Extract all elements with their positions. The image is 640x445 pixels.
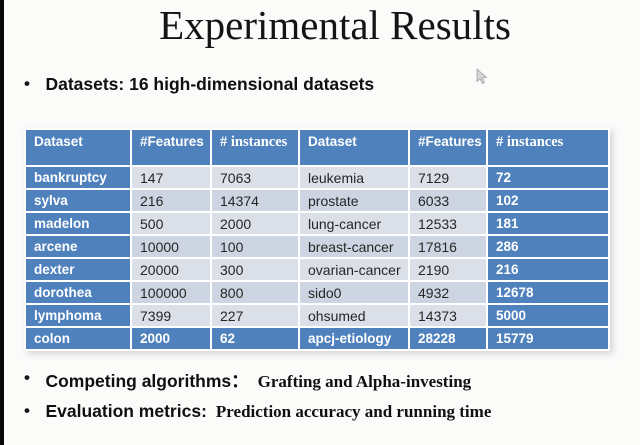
value-cell: 6033 — [410, 190, 486, 211]
bullet-evaluation-value: Prediction accuracy and running time — [215, 402, 492, 421]
value-cell: 500 — [132, 213, 210, 234]
value-cell: 17816 — [410, 236, 486, 257]
value-cell: 300 — [212, 259, 298, 280]
value-cell: 100 — [212, 236, 298, 257]
dataset-name-cell: apcj-etiology — [300, 328, 408, 349]
table-row: arcene 10000 100 breast-cancer 17816 286 — [26, 236, 608, 257]
dataset-name-cell: dorothea — [26, 282, 130, 303]
bullet-competing-value: Grafting and Alpha-investing — [257, 372, 472, 391]
dataset-name-cell: lung-cancer — [300, 213, 408, 234]
value-cell: 20000 — [132, 259, 210, 280]
value-cell: 15779 — [488, 328, 608, 349]
value-cell: 10000 — [132, 236, 210, 257]
table-header-row: Dataset #Features # instances Dataset #F… — [26, 130, 608, 165]
bullet-evaluation: Evaluation metrics: Prediction accuracy a… — [24, 401, 491, 422]
dataset-name-cell: dexter — [26, 259, 130, 280]
table-row: sylva 216 14374 prostate 6033 102 — [26, 190, 608, 211]
dataset-name-cell: lymphoma — [26, 305, 130, 326]
value-cell: 14374 — [212, 190, 298, 211]
value-cell: 7129 — [410, 167, 486, 188]
value-cell: 2000 — [132, 328, 210, 349]
value-cell: 12678 — [488, 282, 608, 303]
table-row: madelon 500 2000 lung-cancer 12533 181 — [26, 213, 608, 234]
value-cell: 800 — [212, 282, 298, 303]
value-cell: 2190 — [410, 259, 486, 280]
value-cell: 14373 — [410, 305, 486, 326]
value-cell: 72 — [488, 167, 608, 188]
bullet-datasets-label: Datasets: 16 high-dimensional datasets — [45, 74, 375, 94]
col-header-dataset-left: Dataset — [26, 130, 130, 165]
dataset-name-cell: prostate — [300, 190, 408, 211]
table-row: dorothea 100000 800 sido0 4932 12678 — [26, 282, 608, 303]
dataset-name-cell: madelon — [26, 213, 130, 234]
dataset-name-cell: sido0 — [300, 282, 408, 303]
dataset-name-cell: arcene — [26, 236, 130, 257]
table-row: lymphoma 7399 227 ohsumed 14373 5000 — [26, 305, 608, 326]
bullet-competing-label: Competing algorithms： — [45, 371, 249, 391]
value-cell: 5000 — [488, 305, 608, 326]
value-cell: 147 — [132, 167, 210, 188]
value-cell: 28228 — [410, 328, 486, 349]
col-header-instances-right: # instances — [488, 130, 608, 165]
bullet-evaluation-label: Evaluation metrics: — [45, 401, 207, 421]
dataset-name-cell: colon — [26, 328, 130, 349]
table-row: bankruptcy 147 7063 leukemia 7129 72 — [26, 167, 608, 188]
dataset-name-cell: ovarian-cancer — [300, 259, 408, 280]
value-cell: 2000 — [212, 213, 298, 234]
value-cell: 12533 — [410, 213, 486, 234]
page-title: Experimental Results — [159, 2, 511, 48]
dataset-name-cell: sylva — [26, 190, 130, 211]
value-cell: 100000 — [132, 282, 210, 303]
col-header-features-right: #Features — [410, 130, 486, 165]
datasets-table: Dataset #Features # instances Dataset #F… — [24, 128, 610, 351]
value-cell: 227 — [212, 305, 298, 326]
bullet-competing: Competing algorithms： Grafting and Alpha-… — [24, 368, 471, 393]
dataset-name-cell: breast-cancer — [300, 236, 408, 257]
table-row: colon 2000 62 apcj-etiology 28228 15779 — [26, 328, 608, 349]
value-cell: 62 — [212, 328, 298, 349]
dataset-name-cell: ohsumed — [300, 305, 408, 326]
value-cell: 4932 — [410, 282, 486, 303]
value-cell: 286 — [488, 236, 608, 257]
left-edge-strip — [0, 0, 4, 445]
dataset-name-cell: bankruptcy — [26, 167, 130, 188]
col-header-instances-left: # instances — [212, 130, 298, 165]
value-cell: 102 — [488, 190, 608, 211]
value-cell: 216 — [132, 190, 210, 211]
table-body: bankruptcy 147 7063 leukemia 7129 72 sylva 216 1… — [26, 167, 608, 349]
bullet-datasets: Datasets: 16 high-dimensional datasets — [24, 74, 374, 95]
col-header-dataset-right: Dataset — [300, 130, 408, 165]
cursor-icon — [476, 68, 488, 85]
col-header-features-left: #Features — [132, 130, 210, 165]
value-cell: 7063 — [212, 167, 298, 188]
table-row: dexter 20000 300 ovarian-cancer 2190 216 — [26, 259, 608, 280]
dataset-name-cell: leukemia — [300, 167, 408, 188]
value-cell: 216 — [488, 259, 608, 280]
value-cell: 181 — [488, 213, 608, 234]
value-cell: 7399 — [132, 305, 210, 326]
